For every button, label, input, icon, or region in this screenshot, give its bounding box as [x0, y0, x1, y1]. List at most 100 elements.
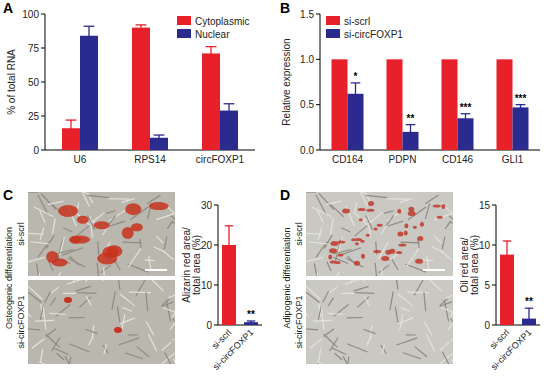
error-cap	[224, 117, 235, 118]
cell-texture	[40, 307, 43, 320]
cell-texture	[146, 292, 148, 311]
y-tick	[214, 205, 218, 206]
y-tick-label: 75	[28, 43, 40, 54]
bar	[332, 59, 348, 150]
cell-texture	[69, 344, 89, 352]
cell-texture	[102, 280, 104, 281]
cell-texture	[407, 292, 429, 294]
cell-texture	[165, 352, 175, 364]
cell-texture	[173, 359, 175, 364]
cell-texture	[36, 263, 39, 276]
bar	[387, 59, 403, 150]
cell-texture	[396, 338, 417, 345]
y-axis	[218, 205, 219, 325]
cell-texture	[306, 257, 323, 263]
cell-texture	[415, 347, 427, 357]
cell-texture	[81, 192, 89, 207]
y-tick-label: 0.0	[300, 145, 314, 156]
cell-texture	[427, 256, 429, 269]
cell-texture	[104, 268, 105, 276]
cell-texture	[123, 308, 132, 312]
error-bar	[224, 104, 235, 118]
image-background	[306, 280, 453, 364]
x-tick-label: si-circFOXP1	[211, 327, 256, 372]
cell-texture	[76, 224, 91, 236]
stain-spot	[368, 201, 374, 206]
cell-texture	[28, 308, 31, 316]
cell-texture	[431, 247, 443, 252]
y-tick	[316, 14, 320, 15]
stain-spot	[94, 221, 110, 229]
cell-texture	[34, 207, 54, 217]
cell-texture	[148, 334, 156, 351]
cell-texture	[170, 319, 175, 330]
stain-spot	[125, 203, 141, 215]
cell-texture	[312, 207, 332, 217]
error-bar	[406, 125, 416, 140]
cell-texture	[120, 318, 135, 324]
cell-texture	[146, 321, 154, 335]
cell-texture	[103, 345, 108, 353]
panel: B0.00.51.01.5Relative expression********…	[280, 0, 540, 165]
bar	[458, 118, 474, 150]
significance-label: ***	[515, 93, 527, 104]
bar	[513, 107, 529, 150]
cell-texture	[379, 265, 389, 273]
image-background	[306, 192, 453, 276]
cell-texture	[79, 297, 91, 308]
cell-texture	[68, 258, 85, 267]
error-whisker	[228, 226, 229, 264]
cell-texture	[156, 236, 163, 243]
error-cap	[516, 104, 526, 105]
image-background	[28, 280, 175, 364]
cell-texture	[50, 298, 56, 306]
figure: A0255075100% of total RNAU6RPS14circFOXP…	[0, 0, 550, 389]
cell-texture	[32, 338, 45, 348]
y-tick	[214, 285, 218, 286]
cell-texture	[77, 292, 96, 294]
cell-texture	[107, 198, 129, 200]
cell-texture	[327, 313, 343, 315]
bars	[62, 25, 238, 150]
error-cap	[461, 122, 471, 123]
cell-texture	[446, 294, 453, 297]
micrograph	[28, 192, 175, 276]
cell-texture	[434, 214, 452, 220]
cell-texture	[101, 265, 111, 273]
stain-spot	[397, 209, 401, 214]
cell-texture	[450, 222, 453, 224]
error-cap	[136, 24, 147, 25]
panel-letter: D	[280, 187, 290, 203]
stain-spot	[385, 250, 391, 255]
error-whisker	[465, 114, 466, 123]
cell-texture	[122, 199, 134, 203]
cell-texture	[118, 338, 139, 345]
error-bar	[461, 114, 471, 123]
bars	[332, 59, 529, 150]
cell-texture	[63, 293, 76, 294]
significance-label: **	[247, 309, 255, 320]
cell-texture	[451, 336, 453, 340]
cell-texture	[424, 292, 426, 311]
cell-texture	[119, 280, 120, 290]
error-cap	[84, 26, 95, 27]
y-tick-label: 0	[206, 320, 212, 331]
y-axis	[496, 205, 497, 325]
image-side-label: Osteogenic differentiation	[4, 227, 14, 329]
cell-texture	[355, 292, 374, 294]
cell-texture	[51, 287, 59, 293]
bars	[222, 226, 258, 325]
cell-texture	[330, 218, 333, 234]
stain-spot	[413, 226, 417, 229]
y-tick-label: 50	[28, 77, 40, 88]
y-axis-label: Alizarin red area/total area (%)	[181, 227, 202, 303]
cell-texture	[442, 237, 445, 250]
cell-texture	[398, 294, 413, 306]
cell-texture	[140, 239, 141, 249]
error-bar	[66, 120, 77, 136]
cell-texture	[382, 344, 384, 354]
cell-texture	[327, 262, 331, 271]
bars	[500, 241, 536, 325]
error-cap	[224, 103, 235, 104]
cell-texture	[353, 286, 368, 291]
